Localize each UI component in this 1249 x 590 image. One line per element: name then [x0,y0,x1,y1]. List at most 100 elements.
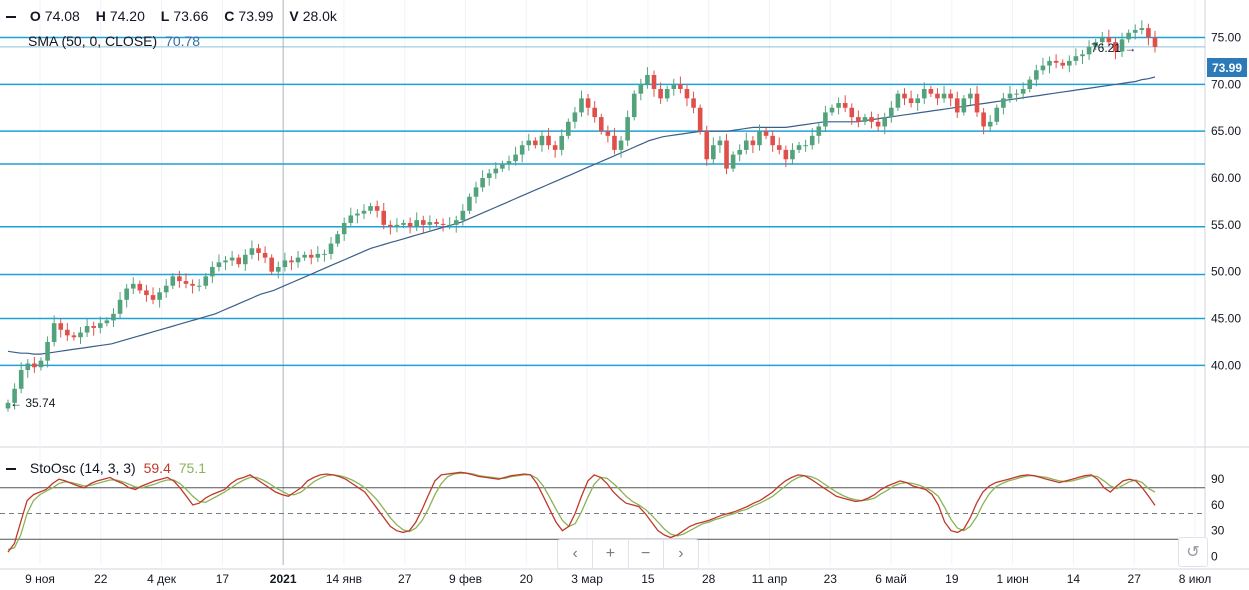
candle-body [1126,32,1131,40]
candle-body [546,135,551,146]
candle-body [572,112,578,122]
time-tick-label: 14 [1067,572,1081,586]
sma-legend[interactable]: SMA (50, 0, CLOSE) 70.78 [28,33,200,49]
candle-body [1027,79,1033,89]
stoch-tick-label: 90 [1211,472,1225,486]
candle-body [111,313,116,321]
stoch-d-value: 75.1 [178,460,206,476]
candle-body [533,140,538,146]
candle-body [196,285,202,287]
candle-body [1113,42,1118,52]
stoch-label: StoOsc (14, 3, 3) [29,460,136,476]
candle-body [493,168,499,174]
zoom-in-button[interactable]: + [593,540,629,568]
time-tick-label: 27 [398,572,412,586]
open-value: 74.08 [44,8,80,24]
time-tick-label: 19 [945,572,959,586]
candle-body [796,145,802,150]
time-tick-label: 28 [702,572,716,586]
candle-body [104,320,110,324]
candle-body [889,107,894,118]
candle-body [697,107,703,132]
open-label: O [29,8,41,24]
candle-body [954,98,960,113]
candle-body [500,163,505,169]
scroll-right-button[interactable]: › [678,545,684,562]
candle-body [1152,37,1158,47]
candle-body [921,89,927,99]
candle-body [1073,56,1079,61]
candle-body [842,103,848,108]
candle-body [130,283,136,289]
candle-body [1020,89,1026,94]
candle-body [1040,65,1046,71]
candle-body [91,326,96,328]
candle-body [625,117,630,141]
candle-body [460,210,466,221]
sma-label: SMA (50, 0, CLOSE) [28,33,158,49]
annotations: 76.21 → ← 35.74 [10,41,1136,410]
candle-body [539,135,545,146]
candle-body [816,126,822,136]
time-tick-label: 11 апр [752,572,788,586]
candle-body [427,222,433,225]
candle-body [289,260,294,263]
price-tick-label: 75.00 [1211,30,1241,44]
candle-body [895,93,901,108]
candle-body [987,121,993,127]
stoch-tick-label: 60 [1211,498,1225,512]
candles [5,20,1158,412]
candle-body [269,257,274,272]
candle-body [144,290,149,296]
stoch-tick-label: 0 [1211,549,1218,563]
scroll-left-button[interactable]: ‹ [558,540,594,568]
candle-body [1093,42,1098,47]
candle-body [552,145,558,150]
high-label: H [95,8,106,24]
candle-body [355,213,360,216]
candle-body [757,131,762,146]
candle-body [163,285,169,293]
time-tick-label: 17 [216,572,230,586]
reset-chart-button[interactable]: ↺ [1178,537,1208,567]
price-tick-label: 55.00 [1211,218,1241,232]
stoch-d-line [7,472,1156,551]
candle-body [849,107,855,118]
candle-body [836,103,841,108]
collapse-stoch-icon[interactable] [6,468,16,471]
candle-body [486,173,492,178]
candle-body [605,131,611,136]
candle-body [447,224,452,226]
candle-body [902,93,907,99]
volume-value: 28.0k [302,8,337,24]
candle-body [882,117,888,127]
candle-body [473,187,479,197]
candle-body [302,254,307,258]
price-tick-label: 40.00 [1211,358,1241,372]
candle-body [935,93,940,99]
candle-body [78,332,83,338]
candle-body [368,206,373,211]
candle-body [671,84,677,89]
collapse-icon[interactable] [6,16,16,19]
candle-body [420,220,426,225]
candle-body [862,117,868,122]
candle-body [414,220,420,227]
candle-body [275,267,281,272]
candle-body [513,154,518,162]
candle-body [717,140,723,146]
candle-body [1119,39,1125,52]
candle-body [928,89,934,94]
ohlc-legend: O 74.08 H 74.20 L 73.66 C 73.99 V 28.0k [2,8,349,24]
candle-body [1132,29,1138,33]
stoch-legend[interactable]: StoOsc (14, 3, 3) 59.4 75.1 [2,460,206,476]
candle-body [566,121,571,136]
candle-body [691,98,696,108]
candle-body [961,98,967,113]
candle-body [526,140,532,146]
candle-body [1067,60,1072,66]
last-price-badge: 73.99 [1207,58,1247,77]
zoom-out-button[interactable]: − [629,540,664,568]
candle-body [875,121,881,127]
